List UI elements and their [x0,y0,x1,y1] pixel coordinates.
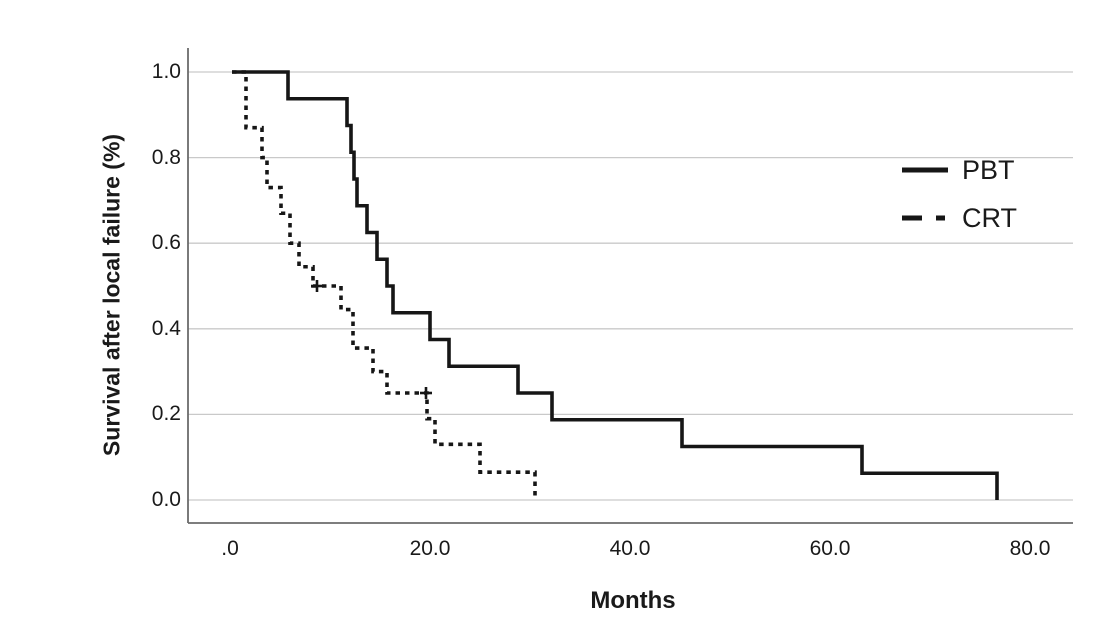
x-tick-label-.0: .0 [221,537,239,560]
y-tick-label-0.2: 0.2 [151,402,181,426]
legend-label-crt: CRT [962,203,1018,233]
y-tick-label-0.4: 0.4 [151,316,181,340]
x-axis-title: Months [590,587,676,614]
y-axis-title: Survival after local failure (%) [98,133,125,457]
y-tick-label-0.0: 0.0 [151,488,181,511]
y-tick-label-0.8: 0.8 [151,145,181,169]
y-tick-label-1.0: 1.0 [151,60,181,83]
x-tick-label-80.0: 80.0 [1009,537,1051,560]
legend-label-pbt: PBT [962,155,1015,185]
crt-curve [232,70,537,500]
x-tick-label-20.0: 20.0 [409,537,451,560]
y-tick-label-0.6: 0.6 [151,231,181,255]
x-tick-label-60.0: 60.0 [809,537,851,560]
x-tick-label-40.0: 40.0 [609,537,651,560]
pbt-curve [232,70,999,500]
